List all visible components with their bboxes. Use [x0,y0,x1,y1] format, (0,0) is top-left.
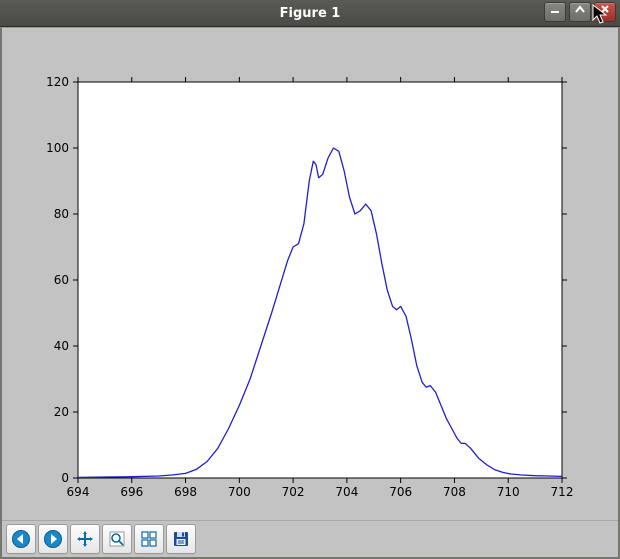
pan-button[interactable] [70,524,100,554]
subplots-button[interactable] [134,524,164,554]
plot-canvas[interactable]: 694 696 698 700 702 704 706 708 710 712 0 20 40 60 80 1… [2,28,618,520]
window-controls [544,2,616,22]
minimize-button[interactable] [544,2,566,22]
svg-text:702: 702 [282,485,305,499]
svg-text:120: 120 [46,75,69,89]
close-button[interactable] [594,2,616,22]
svg-text:698: 698 [174,485,197,499]
svg-text:712: 712 [551,485,574,499]
back-button[interactable] [6,524,36,554]
svg-text:708: 708 [443,485,466,499]
forward-button[interactable] [38,524,68,554]
save-button[interactable] [166,524,196,554]
svg-text:20: 20 [54,405,69,419]
svg-text:80: 80 [54,207,69,221]
svg-text:60: 60 [54,273,69,287]
svg-text:710: 710 [497,485,520,499]
svg-text:704: 704 [335,485,358,499]
svg-text:40: 40 [54,339,69,353]
line-chart: 694 696 698 700 702 704 706 708 710 712 0 20 40 60 80 1… [2,28,618,520]
svg-text:100: 100 [46,141,69,155]
svg-text:696: 696 [120,485,143,499]
svg-text:700: 700 [228,485,251,499]
navigation-toolbar [2,520,618,557]
window-title: Figure 1 [0,6,620,21]
client-area: 694 696 698 700 702 704 706 708 710 712 0 20 40 60 80 1… [0,27,620,559]
titlebar[interactable]: Figure 1 [0,0,620,27]
figure-window: Figure 1 694 696 698 700 702 704 706 708 710 712 0… [0,0,620,559]
zoom-button[interactable] [102,524,132,554]
svg-text:706: 706 [389,485,412,499]
svg-text:694: 694 [67,485,90,499]
svg-text:0: 0 [61,471,69,485]
maximize-button[interactable] [569,2,591,22]
